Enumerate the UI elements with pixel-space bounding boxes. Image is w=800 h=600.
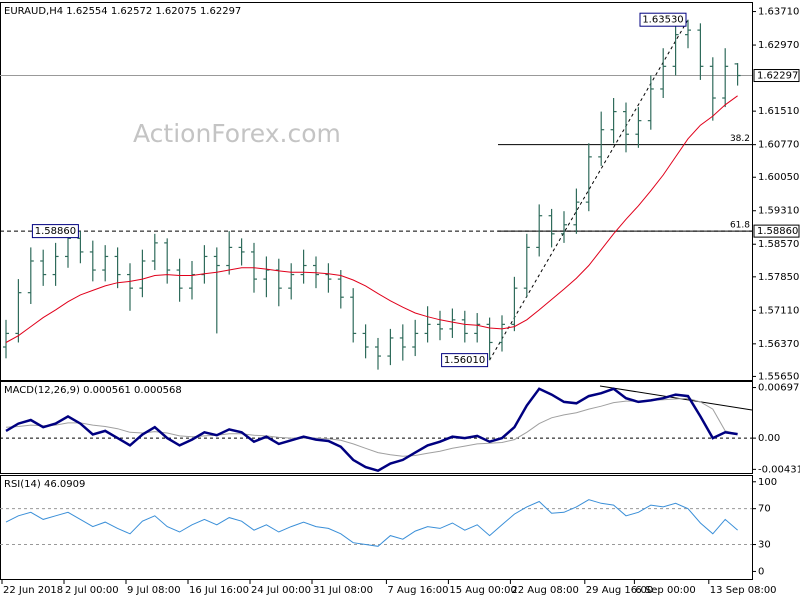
annotation-box bbox=[31, 224, 79, 239]
annotation-label: 1.56010 bbox=[444, 355, 485, 366]
rsi-title: RSI(14) bbox=[4, 479, 41, 490]
y-tick-label: 30 bbox=[758, 540, 771, 551]
x-tick-label: 31 Jul 08:00 bbox=[313, 585, 373, 596]
rsi-line bbox=[5, 499, 738, 547]
macd-header: MACD(12,26,9) 0.000561 0.000568 bbox=[4, 385, 182, 396]
x-tick-label: 22 Jun 2018 bbox=[3, 585, 63, 596]
macd-trend-line bbox=[599, 385, 753, 411]
annotation-label: 1.58860 bbox=[35, 226, 76, 237]
x-tick-label: 16 Jul 16:00 bbox=[189, 585, 249, 596]
moving-average bbox=[5, 95, 738, 343]
y-tick-label: 1.55650 bbox=[758, 371, 799, 382]
fib-label: 38.2 bbox=[730, 134, 750, 144]
rsi-header: RSI(14) 46.0909 bbox=[4, 479, 85, 490]
open: 1.62554 bbox=[66, 6, 107, 17]
annotation-box bbox=[639, 12, 687, 27]
y-tick-label: 1.63710 bbox=[758, 7, 799, 18]
rsi-frame bbox=[0, 475, 753, 580]
y-tick-label: -0.00431 bbox=[758, 464, 800, 475]
current-price-label: 1.62297 bbox=[757, 71, 798, 82]
rsi-value: 46.0909 bbox=[44, 479, 85, 490]
x-tick-label: 24 Jul 00:00 bbox=[251, 585, 311, 596]
watermark: ActionForex.com bbox=[133, 119, 341, 148]
signal-line bbox=[5, 397, 738, 457]
y-tick-label: 0.00 bbox=[758, 433, 780, 444]
price-frame bbox=[0, 2, 753, 381]
macd-line bbox=[5, 387, 738, 473]
current-price-box bbox=[753, 69, 800, 83]
price-header: EURAUD,H4 1.62554 1.62572 1.62075 1.6229… bbox=[4, 6, 241, 17]
x-tick-label: 6 Sep 00:00 bbox=[635, 585, 695, 596]
macd-title: MACD(12,26,9) bbox=[4, 385, 80, 396]
annotation-label: 1.63530 bbox=[642, 15, 683, 26]
y-tick-label: 1.58570 bbox=[758, 239, 799, 250]
macd-frame bbox=[0, 381, 753, 474]
y-tick-label: 100 bbox=[758, 477, 777, 488]
y-tick-label: 1.60770 bbox=[758, 140, 799, 151]
y-tick-label: 1.59310 bbox=[758, 206, 799, 217]
y-tick-label: 1.57850 bbox=[758, 272, 799, 283]
y-tick-label: 0 bbox=[758, 566, 764, 577]
level-label-box bbox=[753, 224, 800, 238]
y-tick-label: 1.57110 bbox=[758, 305, 799, 316]
y-tick-label: 0.006976 bbox=[758, 383, 800, 394]
y-tick-label: 1.56370 bbox=[758, 339, 799, 350]
level-label: 1.58860 bbox=[757, 226, 798, 237]
x-tick-label: 9 Jul 08:00 bbox=[127, 585, 181, 596]
x-tick-label: 7 Aug 16:00 bbox=[387, 585, 448, 596]
symbol: EURAUD,H4 bbox=[4, 6, 63, 17]
y-tick-label: 1.62970 bbox=[758, 40, 799, 51]
low: 1.62075 bbox=[155, 6, 196, 17]
y-tick-label: 70 bbox=[758, 504, 771, 515]
annotation-box bbox=[441, 353, 489, 368]
x-tick-label: 29 Aug 16:00 bbox=[586, 585, 653, 596]
y-tick-label: 1.60050 bbox=[758, 172, 799, 183]
fib-label: 61.8 bbox=[730, 221, 750, 231]
x-tick-label: 15 Aug 00:00 bbox=[449, 585, 516, 596]
x-tick-label: 2 Jul 00:00 bbox=[65, 585, 119, 596]
close: 1.62297 bbox=[200, 6, 241, 17]
macd-value: 0.000561 bbox=[83, 385, 131, 396]
y-tick-label: 1.61510 bbox=[758, 106, 799, 117]
high: 1.62572 bbox=[111, 6, 152, 17]
x-tick-label: 13 Sep 08:00 bbox=[710, 585, 777, 596]
x-tick-label: 22 Aug 08:00 bbox=[511, 585, 578, 596]
signal-value: 0.000568 bbox=[134, 385, 182, 396]
